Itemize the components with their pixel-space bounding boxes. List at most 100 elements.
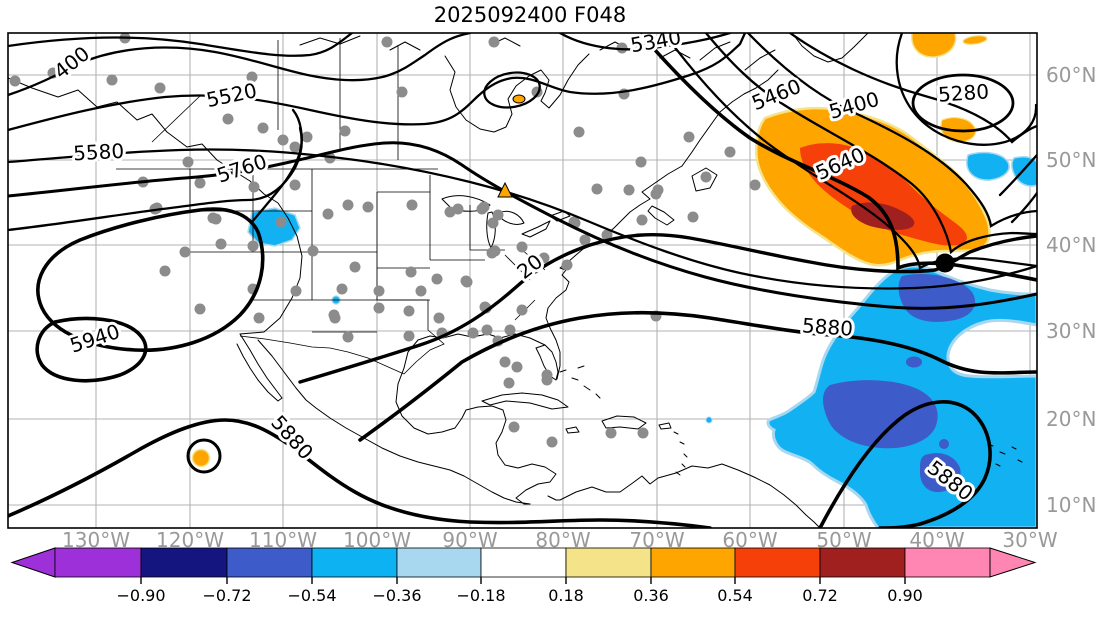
negative-core-2	[906, 356, 922, 368]
station-dot	[683, 131, 695, 143]
station-dot	[373, 285, 385, 297]
contour-label: 5280	[937, 79, 989, 106]
station-dot	[546, 436, 558, 448]
station-dot	[511, 361, 523, 373]
station-dot	[301, 131, 313, 143]
coastlines	[8, 33, 1023, 528]
positive-spot-top-1	[911, 33, 957, 58]
station-dot	[749, 179, 761, 191]
station-dot	[403, 330, 415, 342]
station-dot	[339, 125, 351, 137]
station-dot	[182, 156, 194, 168]
contour-hudson-low	[483, 71, 541, 109]
station-dot	[605, 427, 617, 439]
colorbar-segment	[226, 547, 313, 578]
contour-5340-e	[788, 33, 1037, 144]
station-dot	[290, 285, 302, 297]
colorbar-segment	[54, 547, 142, 578]
contour-5280-high	[911, 73, 1015, 133]
station-dot	[9, 75, 21, 87]
station-dot	[289, 141, 301, 153]
station-dot	[277, 134, 289, 146]
negative-core-4	[920, 453, 961, 493]
colorbar-tick-label: 0.72	[802, 586, 838, 605]
station-dot	[486, 247, 498, 259]
lat-tick-label: 40°N	[1046, 233, 1096, 257]
station-dot	[591, 183, 603, 195]
station-dot	[687, 211, 699, 223]
station-dot	[700, 171, 712, 183]
negative-core-5	[939, 439, 949, 449]
station-dot	[349, 261, 361, 273]
station-dot	[481, 324, 493, 336]
station-dot	[516, 304, 528, 316]
special-markers	[191, 94, 526, 468]
station-dot	[215, 238, 227, 250]
station-dot	[487, 217, 499, 229]
contour-w1	[8, 33, 354, 57]
colorbar-tick-label: −0.36	[372, 586, 421, 605]
station-dot	[616, 42, 628, 54]
station-dot	[635, 156, 647, 168]
colorbar-segment	[396, 547, 482, 578]
station-dot	[179, 246, 191, 258]
contour-label: 5760	[214, 149, 270, 188]
colorbar-tick-label: 0.90	[887, 586, 923, 605]
station-dot	[452, 203, 464, 215]
station-dot	[636, 214, 648, 226]
contour-5940	[35, 316, 148, 383]
station-dot	[492, 209, 504, 221]
positive-marker-hudson	[512, 94, 526, 104]
station-dot	[415, 285, 427, 297]
station-dot	[336, 283, 348, 295]
highlight-station-dot	[935, 253, 955, 273]
station-dot	[222, 113, 234, 125]
station-dot	[257, 122, 269, 134]
map-frame	[7, 32, 1038, 529]
lat-tick-label: 20°N	[1046, 407, 1096, 431]
station-dot	[724, 146, 736, 158]
colorbar-segment	[565, 547, 652, 578]
station-dot	[247, 240, 259, 252]
station-dot	[342, 199, 354, 211]
contour-5520-e	[662, 33, 1037, 270]
lat-tick-label: 50°N	[1046, 148, 1096, 172]
station-dot	[307, 245, 319, 257]
state-borders	[116, 38, 546, 375]
colorbar-tick-label: −0.18	[456, 586, 505, 605]
colorbar-arrow-right	[989, 547, 1037, 578]
station-dot	[516, 241, 528, 253]
station-dot	[541, 374, 553, 386]
negative-patch-50n-1	[966, 151, 1010, 181]
station-dot	[508, 421, 520, 433]
contour-5400-w	[8, 33, 472, 97]
plot-title: 2025092400 F048	[434, 3, 626, 27]
station-dots	[9, 33, 761, 448]
station-dot	[467, 327, 479, 339]
shaded-regions	[247, 33, 1037, 528]
colorbar-segment	[734, 547, 821, 578]
colorbar-segment	[819, 547, 906, 578]
contour-5880-atlantic	[358, 310, 1037, 442]
contour-label: 5880	[801, 313, 853, 340]
colorbar-tick-label: 0.54	[717, 586, 753, 605]
station-dot	[579, 234, 591, 246]
negative-spot-caribbean	[705, 416, 713, 424]
station-dot	[324, 152, 336, 164]
station-dot	[573, 126, 585, 138]
station-dot	[403, 305, 415, 317]
positive-spot-pacific	[191, 448, 211, 468]
station-dot	[396, 86, 408, 98]
station-dot	[362, 201, 374, 213]
station-dot	[431, 273, 443, 285]
contour-corner-1	[998, 153, 1037, 197]
station-dot	[373, 302, 385, 314]
contour-label: 5940	[67, 319, 123, 358]
contour-5580	[8, 148, 1037, 290]
station-dot	[381, 36, 393, 48]
station-dot	[478, 201, 490, 213]
colorbar: −0.90 −0.72 −0.54 −0.36 −0.18 0.18 0.36 …	[10, 547, 1037, 605]
contour-label: 5340	[629, 25, 683, 57]
